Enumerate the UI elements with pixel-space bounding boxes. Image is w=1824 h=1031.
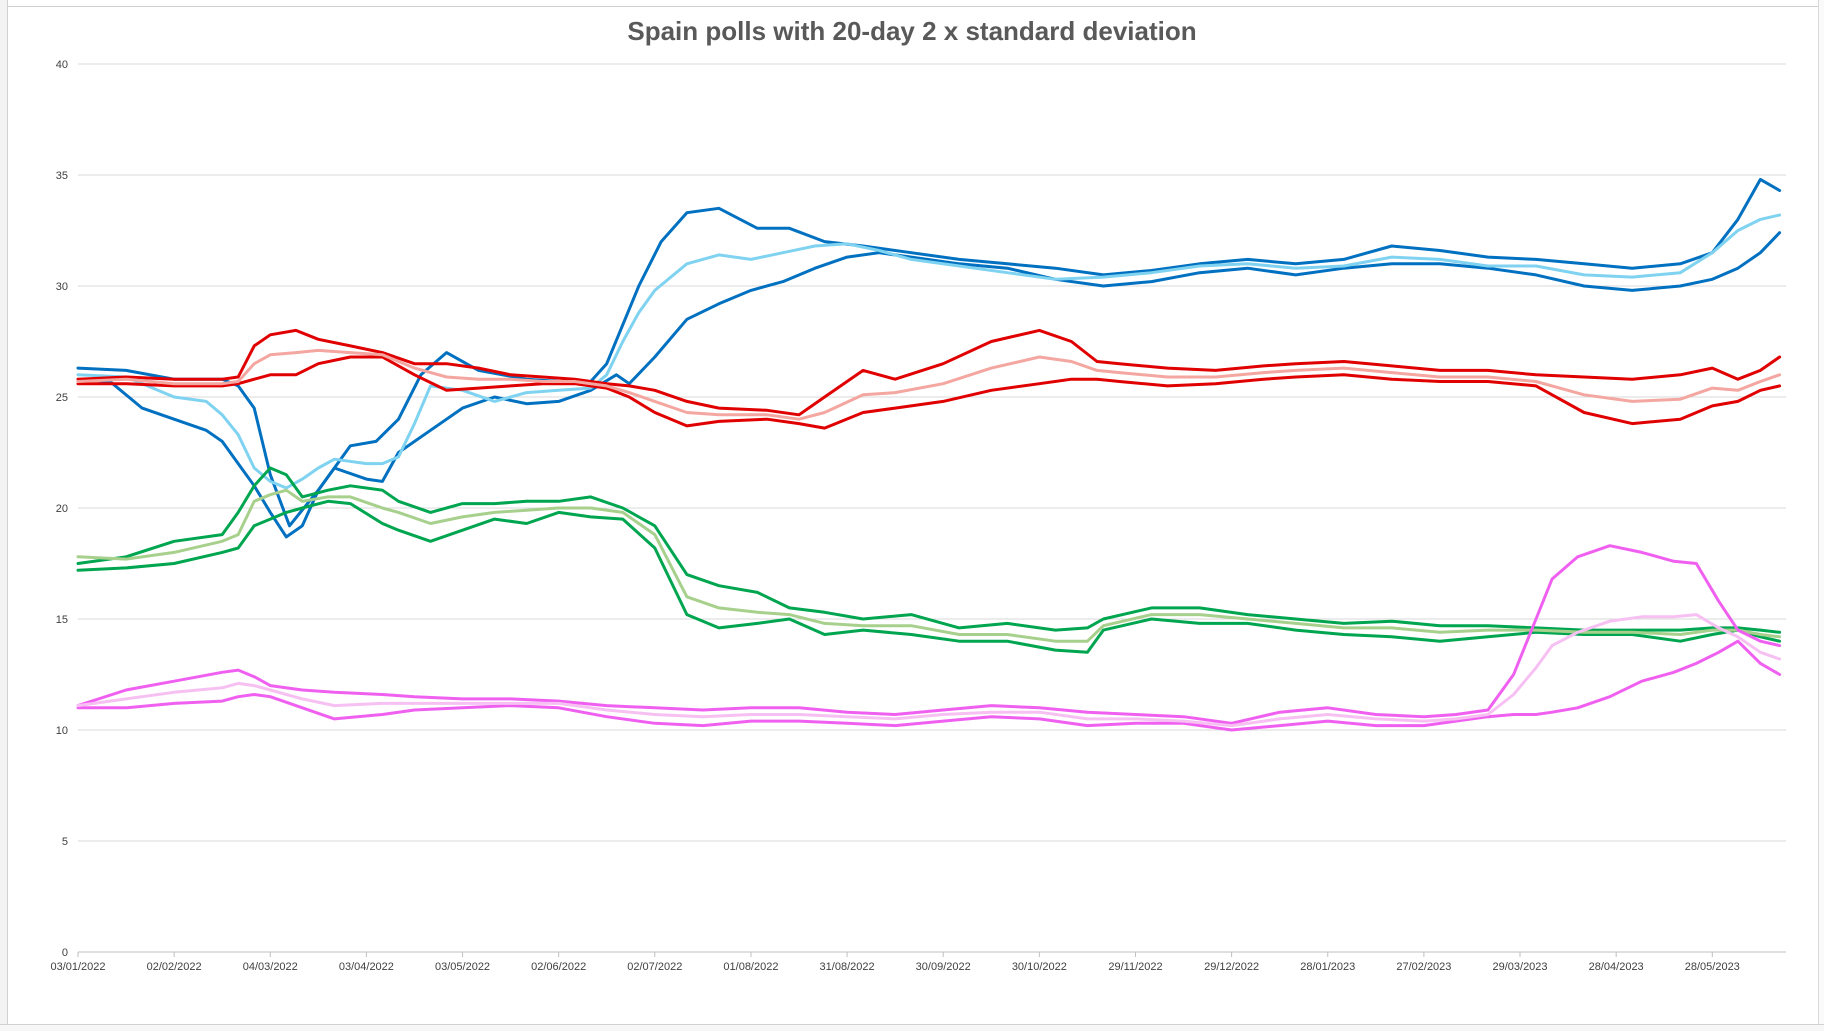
x-tick-label: 29/11/2022: [1108, 961, 1162, 973]
x-tick-label: 29/12/2022: [1204, 961, 1259, 973]
series-line-1-band-lower: [76, 231, 1782, 539]
y-tick-label: 15: [56, 614, 68, 626]
x-tick-label: 29/03/2023: [1492, 961, 1547, 973]
y-tick-label: 0: [62, 947, 68, 959]
y-tick-label: 40: [56, 59, 68, 71]
x-tick-label: 27/02/2023: [1396, 961, 1451, 973]
x-tick-label: 02/06/2022: [531, 961, 586, 973]
series-line-2-mean: [76, 213, 1782, 490]
gridlines: [78, 63, 1786, 953]
x-tick-label: 04/03/2022: [243, 961, 298, 973]
x-tick-label: 02/02/2022: [147, 961, 202, 973]
series-line-3-band-upper: [76, 328, 1782, 417]
series-line-6-band-upper: [76, 466, 1782, 634]
x-tick-label: 03/01/2022: [50, 961, 105, 973]
spreadsheet-right-edge: [1818, 0, 1824, 1030]
series-line-9-band-upper: [76, 544, 1782, 725]
x-tick-label: 30/10/2022: [1012, 961, 1067, 973]
y-tick-label: 10: [56, 725, 68, 737]
x-tick-label: 03/05/2022: [435, 961, 490, 973]
spreadsheet-left-gutter: [0, 0, 8, 1030]
series-line-8-mean: [76, 488, 1782, 643]
y-tick-label: 30: [56, 281, 68, 293]
x-tick-label: 02/07/2022: [627, 961, 682, 973]
spreadsheet-top-row: [0, 0, 1824, 7]
series-line-11-mean: [76, 613, 1782, 728]
y-tick-label: 35: [56, 170, 68, 182]
series-line-5-mean: [76, 348, 1782, 421]
x-tick-label: 28/05/2023: [1685, 961, 1740, 973]
x-tick-label: 28/01/2023: [1300, 961, 1355, 973]
series-line-4-band-lower: [76, 355, 1782, 430]
x-tick-label: 28/04/2023: [1589, 961, 1644, 973]
x-tick-label: 30/09/2022: [916, 961, 971, 973]
spreadsheet-bottom-row: [0, 1024, 1824, 1031]
y-tick-label: 20: [56, 503, 68, 515]
x-tick-label: 31/08/2022: [820, 961, 875, 973]
x-tick-label: 03/04/2022: [339, 961, 394, 973]
y-tick-label: 25: [56, 392, 68, 404]
chart-area: [12, 8, 1812, 1022]
series-group: [76, 177, 1782, 732]
x-tick-label: 01/08/2022: [723, 961, 778, 973]
series-line-10-band-lower: [76, 639, 1782, 732]
series-line-0-band-upper: [76, 177, 1782, 528]
x-axis-ticks: 03/01/2022 02/02/2022 04/03/2022 03/04/2022…: [50, 952, 1740, 973]
y-axis-ticks: 0 5 10 15 20 25 30 35 40: [56, 59, 68, 959]
y-tick-label: 5: [62, 836, 68, 848]
series-line-7-band-lower: [76, 499, 1782, 654]
chart-title: Spain polls with 20-day 2 x standard dev…: [627, 16, 1196, 46]
